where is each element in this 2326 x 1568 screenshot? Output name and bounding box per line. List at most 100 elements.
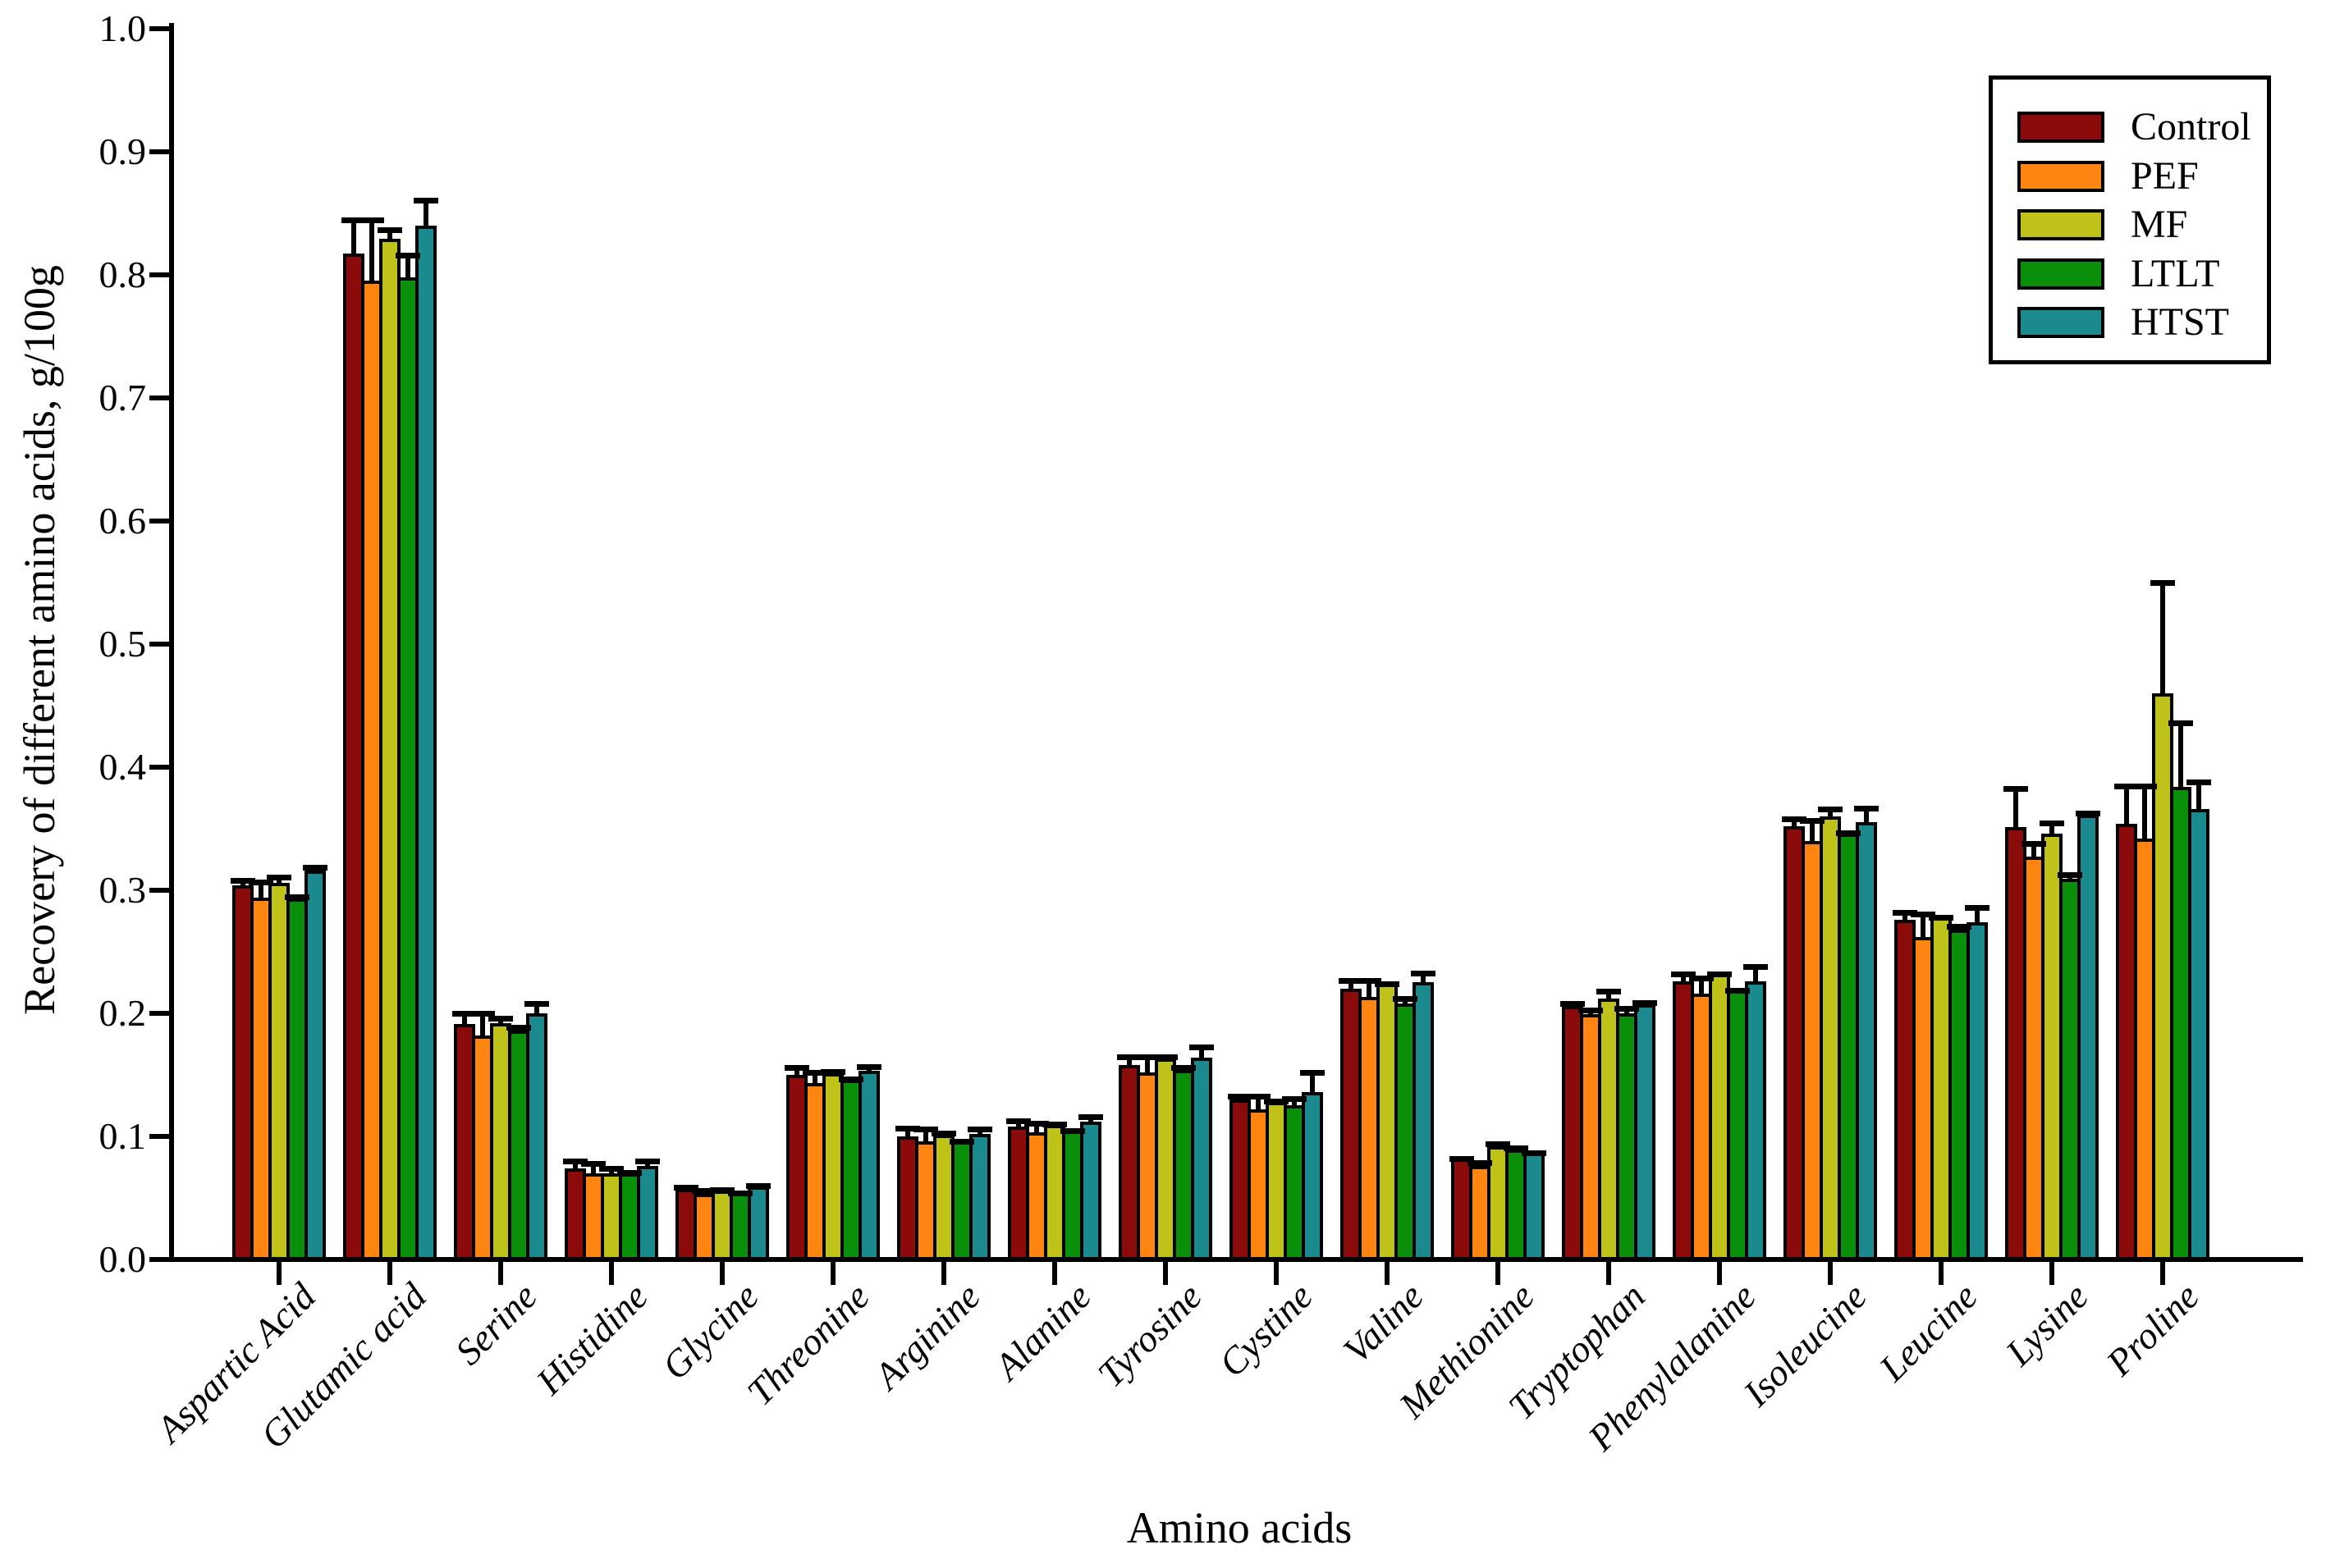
bar-isoleucine-htst (1856, 822, 1877, 1260)
error-bar-cap (1171, 1065, 1196, 1071)
x-axis-tick (609, 1262, 614, 1285)
error-bar-line (905, 1125, 910, 1146)
error-bar-cap (895, 1125, 920, 1131)
error-bar-cap (1800, 817, 1825, 824)
bar-alanine-control (1008, 1126, 1029, 1260)
error-bar-line (2178, 720, 2183, 797)
error-bar-cap (2132, 783, 2157, 789)
error-bar-cap (1006, 1118, 1031, 1124)
bar-threonine-ltlt (840, 1079, 862, 1260)
error-bar-cap (1689, 975, 1714, 981)
legend-label-mf: MF (2131, 203, 2188, 246)
legend-item-htst: HTST (1993, 298, 2267, 347)
error-bar-cap (1117, 1054, 1142, 1060)
x-axis-tick (2160, 1262, 2165, 1285)
bar-aspartic-acid-mf (268, 882, 290, 1260)
error-bar-cap (1300, 1070, 1325, 1076)
error-bar-cap (2003, 785, 2028, 792)
bar-isoleucine-pef (1802, 840, 1823, 1260)
error-bar-cap (803, 1070, 827, 1076)
error-bar-cap (1467, 1159, 1492, 1166)
x-axis-tick (2049, 1262, 2054, 1285)
error-bar-line (480, 1011, 485, 1045)
bar-proline-ltlt (2170, 786, 2191, 1260)
error-bar-cap (1743, 964, 1768, 970)
bar-leucine-htst (1967, 921, 1988, 1260)
error-bar-cap (1725, 987, 1750, 994)
x-axis-tick (1606, 1262, 1611, 1285)
error-bar-cap (1965, 905, 1989, 911)
x-axis-tick (1939, 1262, 1944, 1285)
y-axis-tick-label: 0.6 (98, 500, 147, 542)
error-bar-cap (506, 1024, 531, 1031)
bar-cystine-htst (1302, 1091, 1323, 1260)
bar-arginine-htst (969, 1133, 991, 1260)
legend-swatch-control (2017, 112, 2104, 143)
error-bar-cap (1246, 1093, 1271, 1099)
error-bar-line (2142, 783, 2147, 848)
error-bar-cap (1854, 805, 1879, 811)
y-axis-tick-label: 0.7 (98, 377, 147, 418)
bar-glutamic-acid-pef (361, 281, 382, 1260)
x-axis-tick (941, 1262, 946, 1285)
error-bar-cap (341, 217, 366, 223)
error-bar-cap (1042, 1122, 1067, 1127)
y-axis-tick (149, 642, 169, 647)
error-bar-cap (968, 1127, 992, 1132)
legend-item-ltlt: LTLT (1993, 249, 2267, 299)
error-bar-cap (1357, 977, 1381, 984)
legend-item-control: Control (1993, 103, 2267, 152)
error-bar-cap (524, 1001, 549, 1007)
error-bar-cap (2150, 580, 2175, 586)
error-bar-cap (1153, 1054, 1178, 1060)
y-axis-tick (149, 1257, 169, 1262)
error-bar-cap (1947, 923, 1971, 930)
error-bar-line (1367, 977, 1371, 1007)
error-bar-cap (1228, 1093, 1252, 1099)
error-bar-cap (2168, 720, 2193, 726)
error-bar-cap (617, 1169, 642, 1176)
x-axis-tick (831, 1262, 836, 1285)
bar-histidine-pef (583, 1173, 604, 1260)
error-bar-cap (1024, 1120, 1049, 1127)
error-bar-cap (2076, 810, 2100, 816)
error-bar-cap (1782, 816, 1806, 822)
error-bar-cap (1671, 971, 1696, 977)
legend: Control PEF MF LTLT HTST (1989, 75, 2271, 364)
error-bar-cap (710, 1186, 735, 1193)
error-bar-cap (635, 1159, 660, 1164)
x-axis-tick (1495, 1262, 1500, 1285)
bar-tryptophan-pef (1580, 1014, 1601, 1260)
error-bar-cap (1836, 830, 1861, 836)
error-bar-cap (1264, 1098, 1289, 1104)
legend-label-control: Control (2131, 105, 2251, 149)
x-axis-tick (720, 1262, 725, 1285)
error-bar-cap (414, 197, 438, 203)
error-bar-line (1921, 911, 1925, 947)
bar-isoleucine-mf (1820, 816, 1841, 1260)
error-bar-cap (378, 226, 402, 233)
bar-phenylalanine-control (1673, 981, 1694, 1260)
error-bar-line (369, 217, 374, 290)
error-bar-cap (488, 1016, 513, 1022)
error-bar-cap (2040, 820, 2064, 826)
y-axis-tick (149, 888, 169, 893)
x-axis-tick (387, 1262, 392, 1285)
error-bar-cap (452, 1011, 477, 1017)
error-bar-cap (1339, 977, 1363, 984)
error-bar-cap (2186, 779, 2211, 785)
error-bar-cap (1929, 915, 1953, 921)
error-bar-line (1810, 817, 1815, 851)
error-bar-cap (396, 253, 420, 258)
error-bar-cap (950, 1139, 974, 1145)
x-axis-tick (1163, 1262, 1168, 1285)
error-bar-cap (1504, 1145, 1528, 1151)
error-bar-cap (785, 1065, 809, 1071)
error-bar-cap (1578, 1007, 1603, 1013)
error-bar-line (351, 217, 356, 263)
error-bar-cap (746, 1183, 771, 1189)
error-bar-cap (1596, 989, 1621, 994)
error-bar-cap (1818, 807, 1843, 812)
error-bar-line (424, 197, 428, 235)
bar-proline-control (2116, 823, 2137, 1260)
